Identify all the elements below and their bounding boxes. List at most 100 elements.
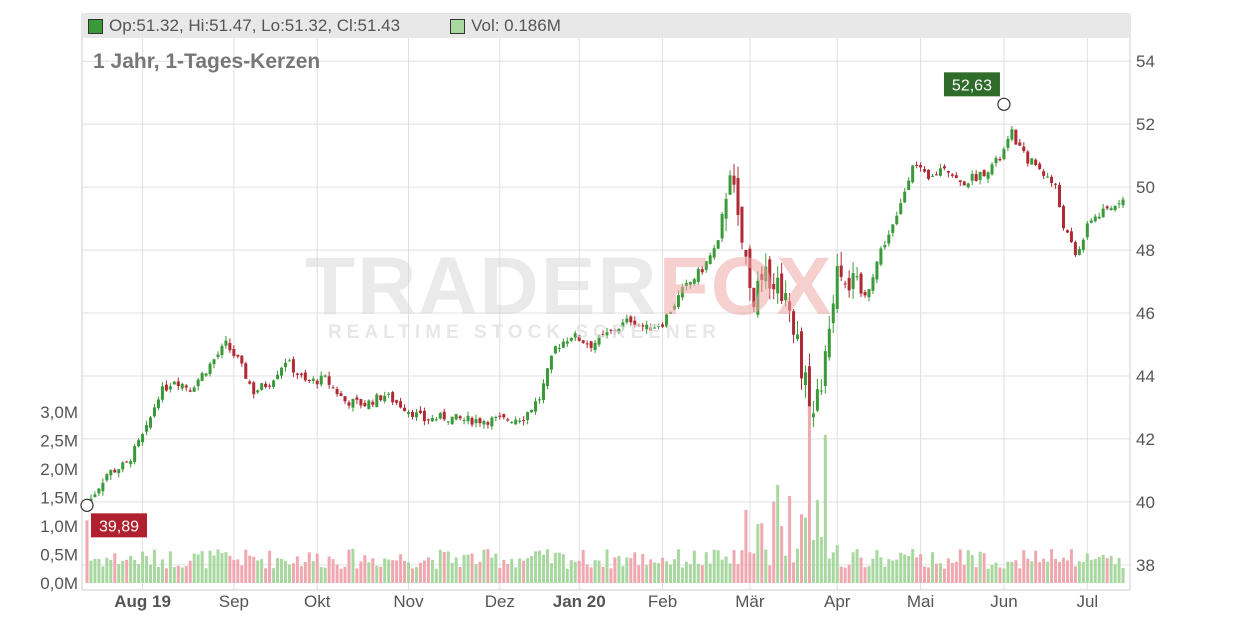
- candle-body: [919, 164, 923, 168]
- volume-bar: [1117, 557, 1121, 583]
- candle-body: [847, 277, 851, 291]
- volume-bar: [958, 549, 962, 583]
- chart-subtitle: 1 Jahr, 1-Tages-Kerzen: [93, 50, 321, 73]
- volume-bar: [208, 550, 212, 583]
- candle-body: [355, 397, 359, 400]
- volume-bar: [831, 552, 835, 583]
- volume-bar: [581, 549, 585, 583]
- candle-body: [669, 312, 673, 314]
- volume-bar: [490, 557, 494, 583]
- candle-body: [403, 407, 407, 412]
- volume-bar: [1038, 562, 1042, 583]
- volume-bar: [486, 549, 490, 583]
- candle-body: [133, 445, 137, 463]
- volume-bar: [351, 548, 355, 583]
- candle-body: [680, 287, 684, 298]
- volume-bar: [788, 495, 792, 583]
- candle-body: [657, 326, 661, 328]
- volume-bar: [228, 555, 232, 583]
- candle-body: [1042, 171, 1046, 176]
- watermark-subtitle: REALTIME STOCK SCREENER: [328, 322, 721, 343]
- candle-body: [339, 393, 343, 396]
- volume-bar: [510, 559, 514, 583]
- ohlc-legend: Op:51.32, Hi:51.47, Lo:51.32, Cl:51.43 V…: [82, 14, 1130, 38]
- volume-bar: [434, 568, 438, 583]
- candle-body: [938, 168, 942, 176]
- candle-body: [621, 322, 625, 328]
- candle-body: [430, 417, 434, 422]
- volume-bar: [891, 560, 895, 583]
- volume-bar: [700, 565, 704, 583]
- volume-bar: [287, 564, 291, 583]
- price-tick-label: 44: [1136, 367, 1155, 386]
- volume-swatch-icon: [450, 18, 466, 34]
- volume-bar: [736, 564, 740, 583]
- volume-bar: [121, 560, 125, 583]
- volume-bar: [450, 562, 454, 583]
- candle-body: [343, 396, 347, 402]
- volume-bar: [260, 559, 264, 583]
- candle-body: [946, 170, 950, 173]
- candle-body: [811, 413, 815, 418]
- candle-body: [149, 417, 153, 428]
- volume-bar: [1046, 561, 1050, 583]
- volume-tick-label: 0,0M: [40, 574, 78, 593]
- volume-bar: [319, 567, 323, 583]
- volume-bar: [168, 551, 172, 583]
- volume-bar: [474, 564, 478, 583]
- ohlc-legend-text: Op:51.32, Hi:51.47, Lo:51.32, Cl:51.43: [109, 16, 401, 35]
- volume-bar: [1042, 558, 1046, 583]
- volume-bar: [986, 568, 990, 583]
- volume-bar: [403, 560, 407, 583]
- volume-bar: [113, 553, 117, 583]
- volume-bar: [109, 559, 113, 583]
- candle-body: [232, 348, 236, 357]
- volume-bar: [1058, 561, 1062, 583]
- volume-bar: [962, 564, 966, 583]
- candle-body: [224, 340, 228, 346]
- volume-tick-label: 2,5M: [40, 432, 78, 451]
- volume-bar: [696, 563, 700, 583]
- volume-bar: [863, 567, 867, 583]
- volume-bar: [744, 509, 748, 583]
- volume-bar: [1113, 564, 1117, 583]
- volume-bar: [887, 559, 891, 583]
- candle-body: [982, 170, 986, 177]
- candle-body: [196, 379, 200, 387]
- volume-bar: [811, 539, 815, 583]
- volume-bar: [704, 552, 708, 583]
- candle-body: [359, 399, 363, 406]
- volume-bar: [1026, 558, 1030, 583]
- candle-body: [871, 277, 875, 291]
- volume-bar: [1093, 559, 1097, 583]
- volume-bar: [796, 548, 800, 583]
- candle-body: [748, 248, 752, 289]
- volume-bar: [665, 561, 669, 583]
- volume-bar: [545, 549, 549, 583]
- candle-body: [974, 174, 978, 181]
- candle-body: [696, 268, 700, 282]
- volume-bar: [280, 558, 284, 583]
- candle-body: [597, 335, 601, 345]
- volume-bar: [307, 552, 311, 583]
- candle-body: [375, 394, 379, 408]
- volume-bar: [772, 501, 776, 583]
- candle-body: [934, 174, 938, 176]
- volume-bar: [629, 558, 633, 583]
- candle-body: [851, 273, 855, 289]
- candle-body: [744, 249, 748, 257]
- volume-bar: [919, 554, 923, 583]
- volume-bar: [1085, 553, 1089, 583]
- volume-bar: [343, 566, 347, 583]
- watermark-accent: FOX: [658, 241, 834, 332]
- price-marker-circle: [80, 498, 94, 512]
- candle-body: [299, 373, 303, 376]
- candle-body: [407, 412, 411, 415]
- candle-body: [260, 383, 264, 390]
- candle-body: [414, 412, 418, 418]
- candle-body: [1034, 159, 1038, 165]
- volume-bar: [204, 568, 208, 583]
- volume-bar: [990, 564, 994, 583]
- volume-bar: [716, 550, 720, 583]
- volume-bar: [172, 567, 176, 583]
